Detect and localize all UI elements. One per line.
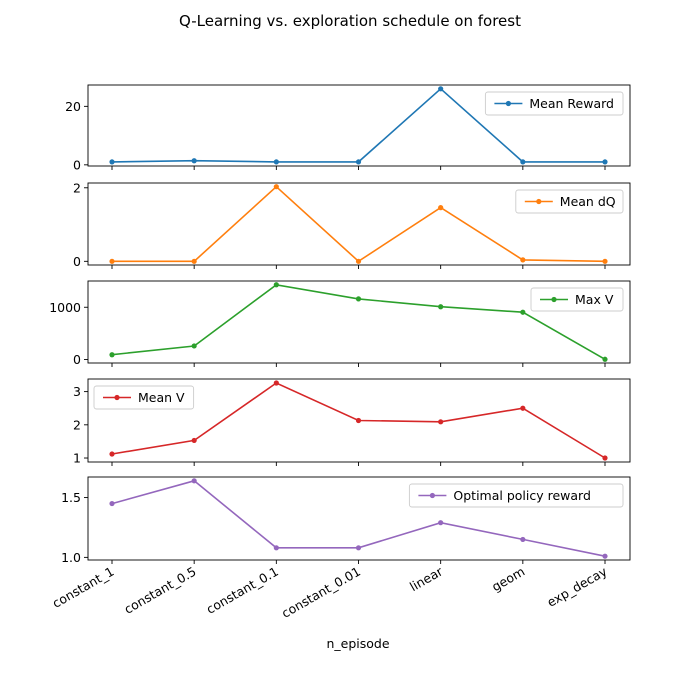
y-tick-label: 20 [65, 99, 81, 114]
data-point [355, 417, 362, 424]
y-tick-label: 1.5 [61, 490, 81, 505]
y-tick-label: 3 [73, 384, 81, 399]
legend-marker [536, 198, 542, 205]
legend-box [530, 287, 624, 312]
x-tick-label: linear [407, 563, 446, 594]
y-tick-label: 2 [73, 180, 81, 195]
y-tick-label: 0 [73, 254, 81, 269]
subplot-5: 1.0 1.5 Optimal policy reward [61, 476, 631, 565]
data-point [438, 304, 444, 310]
legend: Optimal policy reward [408, 483, 624, 508]
data-point [109, 258, 115, 264]
x-tick-label: constant_0.1 [204, 564, 281, 617]
data-point [602, 159, 608, 165]
data-point [602, 455, 608, 461]
y-tick-label: 0 [73, 157, 81, 172]
axes-frame [87, 182, 631, 266]
y-tick-label: 2 [73, 417, 81, 432]
y-tick-label: 1.0 [61, 550, 81, 565]
data-point [191, 258, 197, 264]
data-point [355, 296, 362, 302]
data-point [273, 159, 279, 165]
data-point [273, 184, 279, 190]
data-point [355, 159, 362, 165]
data-point [520, 536, 526, 543]
y-tick-label: 1 [73, 451, 81, 466]
axes-frame [87, 84, 631, 167]
data-point [438, 520, 444, 526]
data-point [520, 309, 526, 315]
x-tick-label: constant_0.5 [121, 564, 198, 617]
data-point [109, 451, 115, 457]
data-point [438, 419, 444, 425]
axes-frame [87, 280, 631, 364]
data-point [191, 343, 197, 349]
legend: Mean Reward [484, 91, 624, 116]
data-point [273, 380, 279, 386]
axes-frame [87, 476, 631, 561]
legend: Max V [530, 287, 624, 312]
data-point [602, 553, 608, 559]
legend-label: Mean dQ [560, 194, 616, 209]
data-point [602, 356, 608, 362]
data-point [109, 159, 115, 165]
x-tick-label: geom [489, 564, 527, 595]
legend-label: Mean V [138, 390, 185, 405]
data-point [520, 405, 526, 411]
data-point [109, 500, 115, 507]
data-point [438, 205, 444, 211]
data-point [438, 86, 444, 92]
subplot-1: 0 20 Mean Reward [65, 84, 631, 172]
legend-marker [429, 492, 435, 499]
data-point [109, 352, 115, 358]
x-tick-label: constant_0.01 [279, 564, 363, 621]
legend-box [484, 91, 624, 116]
legend-label: Mean Reward [529, 96, 614, 111]
data-point [191, 158, 197, 164]
legend-label: Max V [575, 292, 614, 307]
x-axis-label: n_episode [326, 636, 389, 651]
axes-frame [87, 378, 631, 463]
x-tick-label: constant_1 [50, 564, 117, 611]
legend-label: Optimal policy reward [453, 488, 591, 503]
legend-box [515, 189, 624, 214]
subplot-2: 0 2 Mean dQ [73, 180, 631, 269]
legend-marker [505, 100, 511, 107]
legend-box [93, 385, 195, 410]
y-tick-label: 0 [73, 352, 81, 367]
legend: Mean V [93, 385, 195, 410]
subplots: 0 20 Mean Reward 0 2 Mean dQ 0 1000 Max V 1 2 3 Mean… [49, 84, 631, 565]
data-point [355, 545, 362, 551]
data-point [355, 258, 362, 264]
chart-title: Q-Learning vs. exploration schedule on f… [179, 12, 521, 30]
legend: Mean dQ [515, 189, 624, 214]
data-point [520, 257, 526, 263]
data-point [520, 159, 526, 165]
subplot-4: 1 2 3 Mean V [73, 378, 631, 466]
data-point [602, 258, 608, 264]
legend-marker [114, 394, 120, 401]
data-point [191, 478, 197, 484]
x-axis-ticks: constant_1 constant_0.5 constant_0.1consta… [50, 563, 610, 621]
x-tick-label: exp_decay [544, 563, 610, 610]
data-point [273, 282, 279, 288]
legend-box [408, 483, 624, 508]
legend-marker [551, 296, 557, 303]
y-tick-label: 1000 [49, 300, 81, 315]
data-point [191, 437, 197, 444]
data-point [273, 545, 279, 551]
subplot-3: 0 1000 Max V [49, 280, 631, 367]
